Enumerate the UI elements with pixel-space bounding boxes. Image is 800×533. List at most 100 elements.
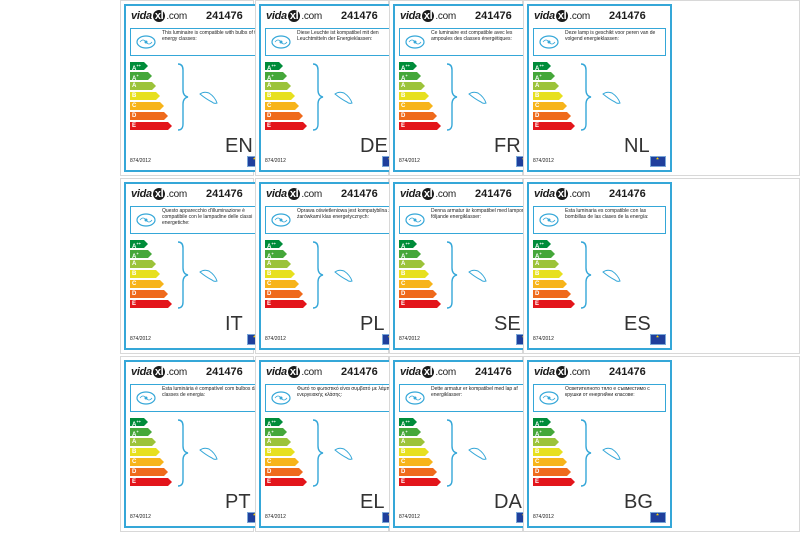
energy-class-c: C xyxy=(265,102,299,110)
brand-logo: vida xl .com xyxy=(131,10,187,22)
language-code: EN xyxy=(225,135,253,157)
luminaire-icon xyxy=(405,35,425,49)
brand-prefix: vida xyxy=(534,188,555,200)
label-footer: 874/2012 xyxy=(533,510,666,524)
compatibility-brace-icon xyxy=(446,419,487,487)
compatibility-text: Φωτό το φωτιστικό είναι συμβατό με λάμπε… xyxy=(297,386,395,398)
label-header: vida xl .com 241476 xyxy=(266,187,396,205)
luminaire-icon xyxy=(136,35,156,49)
label-header: vida xl .com 241476 xyxy=(534,365,664,383)
label-header: vida xl .com 241476 xyxy=(400,9,530,27)
energy-class-d: D xyxy=(533,112,571,120)
energy-class-a: A xyxy=(130,82,156,90)
energy-class-a-plus-plus: A++ xyxy=(130,240,148,250)
brand-suffix: .com xyxy=(301,189,322,200)
label-header: vida xl .com 241476 xyxy=(131,9,261,27)
regulation-number: 874/2012 xyxy=(533,514,554,520)
product-code: 241476 xyxy=(341,10,378,22)
energy-class-b: B xyxy=(399,92,429,100)
energy-class-c: C xyxy=(533,280,567,288)
regulation-number: 874/2012 xyxy=(130,158,151,164)
brand-logo: vida xl .com xyxy=(534,366,590,378)
energy-class-scale: A++ A+ A B C D E xyxy=(399,418,441,488)
eu-flag-icon xyxy=(650,154,666,167)
product-code: 241476 xyxy=(475,10,512,22)
energy-label: vida xl .com 241476 This luminaire is compat… xyxy=(124,4,269,172)
energy-class-scale: A++ A+ A B C D E xyxy=(399,240,441,310)
compatibility-text-box: Diese Leuchte ist kompatibel mit den Leu… xyxy=(265,28,398,56)
product-code: 241476 xyxy=(341,188,378,200)
energy-label: vida xl .com 241476 Esta luminária é compatí… xyxy=(124,360,269,528)
energy-class-c: C xyxy=(399,102,433,110)
label-footer: 874/2012 xyxy=(533,154,666,168)
energy-class-a-plus: A+ xyxy=(130,428,152,438)
compatibility-text: Esta luminaria es compatible con las bom… xyxy=(565,208,649,220)
energy-class-e: E xyxy=(399,300,441,308)
energy-label-card-el: vida xl .com 241476 Φωτό το φωτιστικό είναι … xyxy=(255,356,404,532)
energy-class-b: B xyxy=(533,270,563,278)
energy-class-a-plus: A+ xyxy=(265,428,287,438)
energy-class-a-plus: A+ xyxy=(533,428,555,438)
brand-prefix: vida xyxy=(266,10,287,22)
energy-class-b: B xyxy=(265,270,295,278)
energy-label: vida xl .com 241476 Deze lamp is geschikt vo… xyxy=(527,4,672,172)
brand-xl: xl xyxy=(421,10,435,22)
energy-class-c: C xyxy=(399,458,433,466)
compatibility-text-box: Dette armatur er kompatibel med lap af e… xyxy=(399,384,532,412)
brand-suffix: .com xyxy=(301,11,322,22)
luminaire-icon xyxy=(271,35,291,49)
energy-class-a: A xyxy=(533,260,559,268)
energy-label-card-fr: vida xl .com 241476 Ce luminaire est compati… xyxy=(389,0,538,176)
brand-suffix: .com xyxy=(435,189,456,200)
compatibility-brace-icon xyxy=(312,241,353,309)
energy-class-b: B xyxy=(533,92,563,100)
regulation-number: 874/2012 xyxy=(265,336,286,342)
energy-class-a-plus-plus: A++ xyxy=(399,62,417,72)
label-header: vida xl .com 241476 xyxy=(534,9,664,27)
energy-class-e: E xyxy=(265,300,307,308)
compatibility-text: Questo apparecchio d'illuminazione è com… xyxy=(162,208,253,226)
energy-label: vida xl .com 241476 Esta luminaria es compat… xyxy=(527,182,672,350)
energy-class-a-plus: A+ xyxy=(399,428,421,438)
compatibility-text-box: Ce luminaire est compatible avec les amp… xyxy=(399,28,532,56)
energy-class-c: C xyxy=(130,102,164,110)
product-code: 241476 xyxy=(609,366,646,378)
luminaire-icon xyxy=(136,391,156,405)
compatibility-text-box: Denna armatur är kompatibel med lampor a… xyxy=(399,206,532,234)
brand-suffix: .com xyxy=(435,367,456,378)
compatibility-brace-icon xyxy=(312,63,353,131)
energy-class-b: B xyxy=(130,270,160,278)
energy-class-a: A xyxy=(265,438,291,446)
regulation-number: 874/2012 xyxy=(533,336,554,342)
energy-class-a-plus-plus: A++ xyxy=(533,240,551,250)
compatibility-brace-icon xyxy=(312,419,353,487)
energy-class-e: E xyxy=(533,478,575,486)
energy-class-c: C xyxy=(533,102,567,110)
product-code: 241476 xyxy=(206,366,243,378)
brand-xl: xl xyxy=(555,10,569,22)
energy-class-e: E xyxy=(399,478,441,486)
eu-flag-icon xyxy=(650,510,666,523)
energy-class-d: D xyxy=(399,112,437,120)
compatibility-text: Осветителното тяло е съвместимо с крушки… xyxy=(565,386,650,398)
compatibility-text-box: Осветителното тяло е съвместимо с крушки… xyxy=(533,384,666,412)
language-code: FR xyxy=(494,135,521,157)
energy-class-c: C xyxy=(130,280,164,288)
brand-suffix: .com xyxy=(569,367,590,378)
compatibility-text: Denna armatur är kompatibel med lampor a… xyxy=(431,208,531,220)
product-code: 241476 xyxy=(609,10,646,22)
language-code: BG xyxy=(624,491,653,513)
label-header: vida xl .com 241476 xyxy=(400,187,530,205)
energy-class-e: E xyxy=(265,122,307,130)
energy-label-card-da: vida xl .com 241476 Dette armatur er kompati… xyxy=(389,356,538,532)
energy-class-scale: A++ A+ A B C D E xyxy=(130,62,172,132)
compatibility-brace-icon xyxy=(580,241,621,309)
brand-xl: xl xyxy=(287,10,301,22)
brand-xl: xl xyxy=(555,188,569,200)
energy-class-d: D xyxy=(265,290,303,298)
brand-prefix: vida xyxy=(131,10,152,22)
energy-class-a: A xyxy=(399,260,425,268)
regulation-number: 874/2012 xyxy=(533,158,554,164)
energy-class-d: D xyxy=(533,468,571,476)
energy-class-scale: A++ A+ A B C D E xyxy=(265,62,307,132)
